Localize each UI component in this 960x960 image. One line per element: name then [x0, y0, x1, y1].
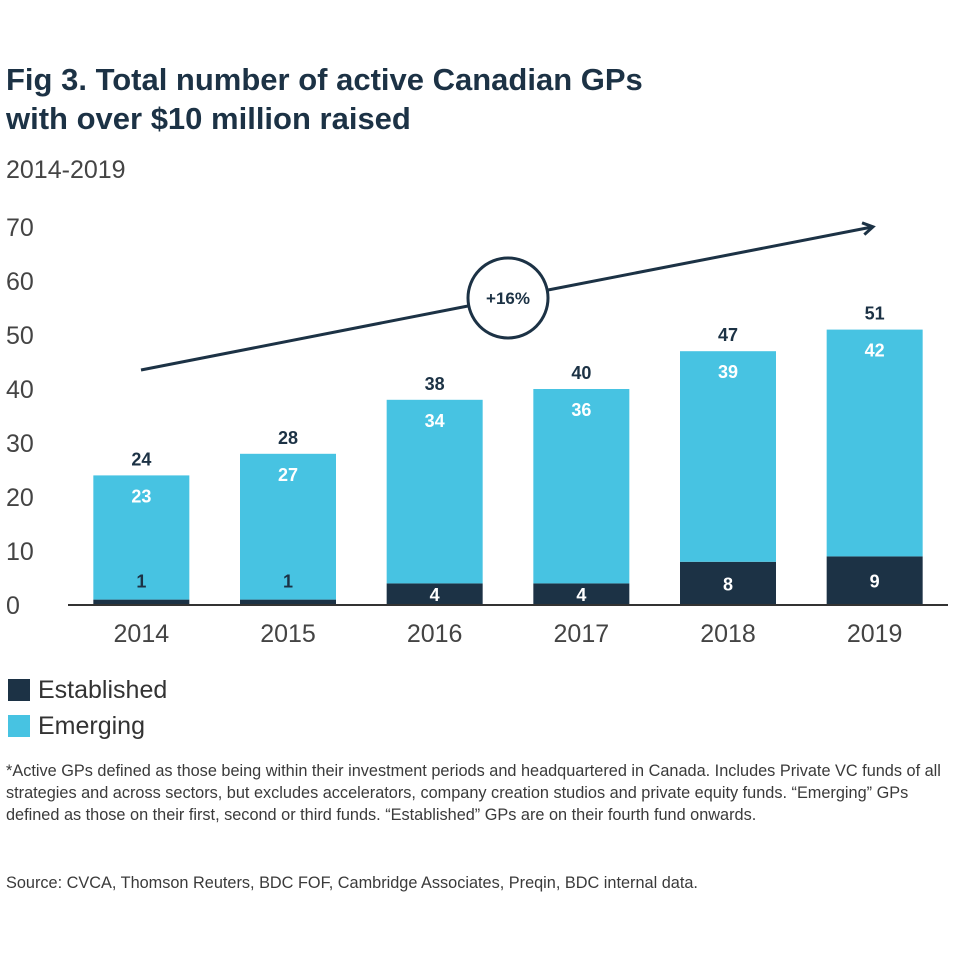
- legend-swatch-established: [8, 679, 30, 701]
- data-label-total: 24: [131, 449, 151, 469]
- x-tick-label: 2016: [407, 620, 463, 648]
- y-tick-label: 30: [6, 430, 34, 458]
- data-label-established: 4: [430, 585, 440, 605]
- bar-established: [93, 599, 190, 605]
- bars-group: 1 23 24 1 27 28 4 34 38 4 36 40 8 39 47 9 42 51: [93, 304, 923, 605]
- trend-arrow-line-start: [140, 304, 469, 372]
- bar-established: [240, 599, 336, 605]
- bar-established: [826, 556, 923, 605]
- bar-emerging: [533, 389, 630, 584]
- x-tick-label: 2017: [554, 620, 610, 648]
- legend: Established Emerging: [8, 672, 167, 744]
- bar-emerging: [386, 399, 483, 584]
- data-label-emerging: 23: [131, 486, 151, 506]
- data-label-established: 4: [576, 585, 586, 605]
- x-tick-label: 2019: [847, 620, 903, 648]
- source-note: Source: CVCA, Thomson Reuters, BDC FOF, …: [6, 874, 698, 892]
- legend-item-emerging: Emerging: [8, 708, 167, 744]
- chart-title-line-2: with over $10 million raised: [6, 101, 411, 136]
- y-tick-label: 0: [6, 592, 20, 620]
- x-tick-label: 2014: [114, 620, 170, 648]
- bar-emerging: [240, 453, 336, 600]
- bar-emerging: [93, 475, 190, 600]
- data-label-established: 1: [283, 572, 293, 592]
- chart-title-line-1: Fig 3. Total number of active Canadian G…: [6, 62, 643, 97]
- data-label-established: 8: [723, 574, 733, 594]
- growth-trend: +16%: [140, 227, 872, 372]
- bar-emerging: [826, 329, 923, 557]
- bar-established: [533, 583, 630, 605]
- data-label-total: 47: [718, 325, 738, 345]
- x-tick-label: 2018: [700, 620, 756, 648]
- trend-arrow-line-end: [547, 227, 872, 292]
- data-label-established: 1: [136, 572, 146, 592]
- data-label-established: 9: [870, 572, 880, 592]
- data-label-emerging: 27: [278, 465, 298, 485]
- footnote: *Active GPs defined as those being withi…: [6, 762, 941, 824]
- y-tick-label: 50: [6, 322, 34, 350]
- data-label-total: 51: [865, 304, 885, 324]
- x-tick-label: 2015: [260, 620, 316, 648]
- y-tick-label: 60: [6, 268, 34, 296]
- bar-chart: 0 10 20 30 40 50 60 70 1 23 24 1 27 28 4 34 38 4 36 40 8 39 4…: [6, 214, 948, 648]
- legend-label-emerging: Emerging: [38, 711, 145, 740]
- y-tick-label: 20: [6, 484, 34, 512]
- y-tick-label: 40: [6, 376, 34, 404]
- data-label-emerging: 42: [865, 341, 885, 361]
- x-axis: 2014 2015 2016 2017 2018 2019: [114, 620, 903, 648]
- growth-label: +16%: [486, 289, 530, 308]
- y-axis: 0 10 20 30 40 50 60 70: [6, 214, 34, 620]
- data-label-emerging: 36: [571, 400, 591, 420]
- data-label-total: 28: [278, 428, 298, 448]
- legend-swatch-emerging: [8, 715, 30, 737]
- chart-title: Fig 3. Total number of active Canadian G…: [6, 60, 906, 138]
- legend-item-established: Established: [8, 672, 167, 708]
- y-tick-label: 70: [6, 214, 34, 242]
- data-label-emerging: 34: [425, 411, 445, 431]
- bar-established: [680, 561, 776, 605]
- growth-circle: [466, 256, 550, 340]
- data-label-total: 38: [425, 374, 445, 394]
- data-label-total: 40: [571, 363, 591, 383]
- chart-subtitle: 2014-2019: [6, 156, 126, 184]
- legend-label-established: Established: [38, 675, 168, 704]
- y-tick-label: 10: [6, 538, 34, 566]
- bar-established: [386, 583, 483, 605]
- bar-emerging: [680, 351, 776, 562]
- data-label-emerging: 39: [718, 362, 738, 382]
